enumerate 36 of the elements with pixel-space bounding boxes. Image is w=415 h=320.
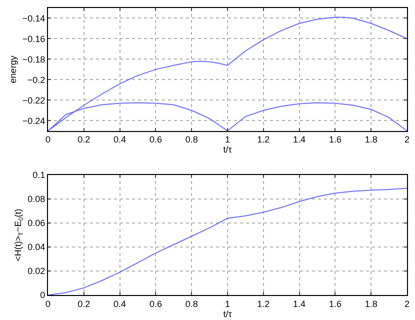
x-tick-label: 0.8 <box>185 134 198 145</box>
y-tick-label: −0.14 <box>22 13 46 24</box>
line-series <box>48 188 407 295</box>
x-tick-label: 1.8 <box>364 298 378 309</box>
x-axis-title: t/τ <box>223 308 232 319</box>
x-tick-label: 1.2 <box>257 298 270 309</box>
y-tick-label: −0.24 <box>22 116 46 126</box>
x-tick-label: 0.2 <box>78 134 90 145</box>
y-tick-label: −0.18 <box>22 54 46 64</box>
x-tick-label: 0.4 <box>114 134 126 145</box>
x-tick-label: 0.2 <box>78 298 90 309</box>
y-tick-label: 0.06 <box>28 218 46 228</box>
y-tick-label: 0.08 <box>28 194 46 204</box>
x-tick-label: 1.8 <box>364 134 378 145</box>
x-tick-label: 0.6 <box>149 134 162 145</box>
x-tick-label: 2 <box>404 134 410 145</box>
y-tick-label: 0 <box>40 290 46 300</box>
x-tick-label: 1.6 <box>328 298 342 309</box>
x-tick-label: 0.6 <box>149 298 162 309</box>
x-tick-label: 1.4 <box>293 298 306 309</box>
x-tick-label: 1.2 <box>257 134 270 145</box>
y-tick-label: 0.1 <box>32 170 46 180</box>
y-tick-label: −0.16 <box>22 34 46 44</box>
x-tick-label: 1 <box>224 134 230 145</box>
y-axis-title: energy <box>8 55 18 84</box>
x-tick-label: 1 <box>224 298 230 309</box>
x-tick-label: 0.4 <box>114 298 126 309</box>
y-tick-label: −0.22 <box>22 95 46 106</box>
x-tick-label: 0.8 <box>185 298 198 309</box>
y-tick-label: 0.04 <box>28 242 46 252</box>
y-tick-label: −0.2 <box>27 74 46 85</box>
y-tick-label: 0.02 <box>28 266 46 276</box>
x-tick-label: 1.6 <box>328 134 342 145</box>
x-tick-label: 1.4 <box>293 134 306 145</box>
x-tick-label: 2 <box>404 298 410 309</box>
x-axis-title: t/τ <box>223 144 232 155</box>
